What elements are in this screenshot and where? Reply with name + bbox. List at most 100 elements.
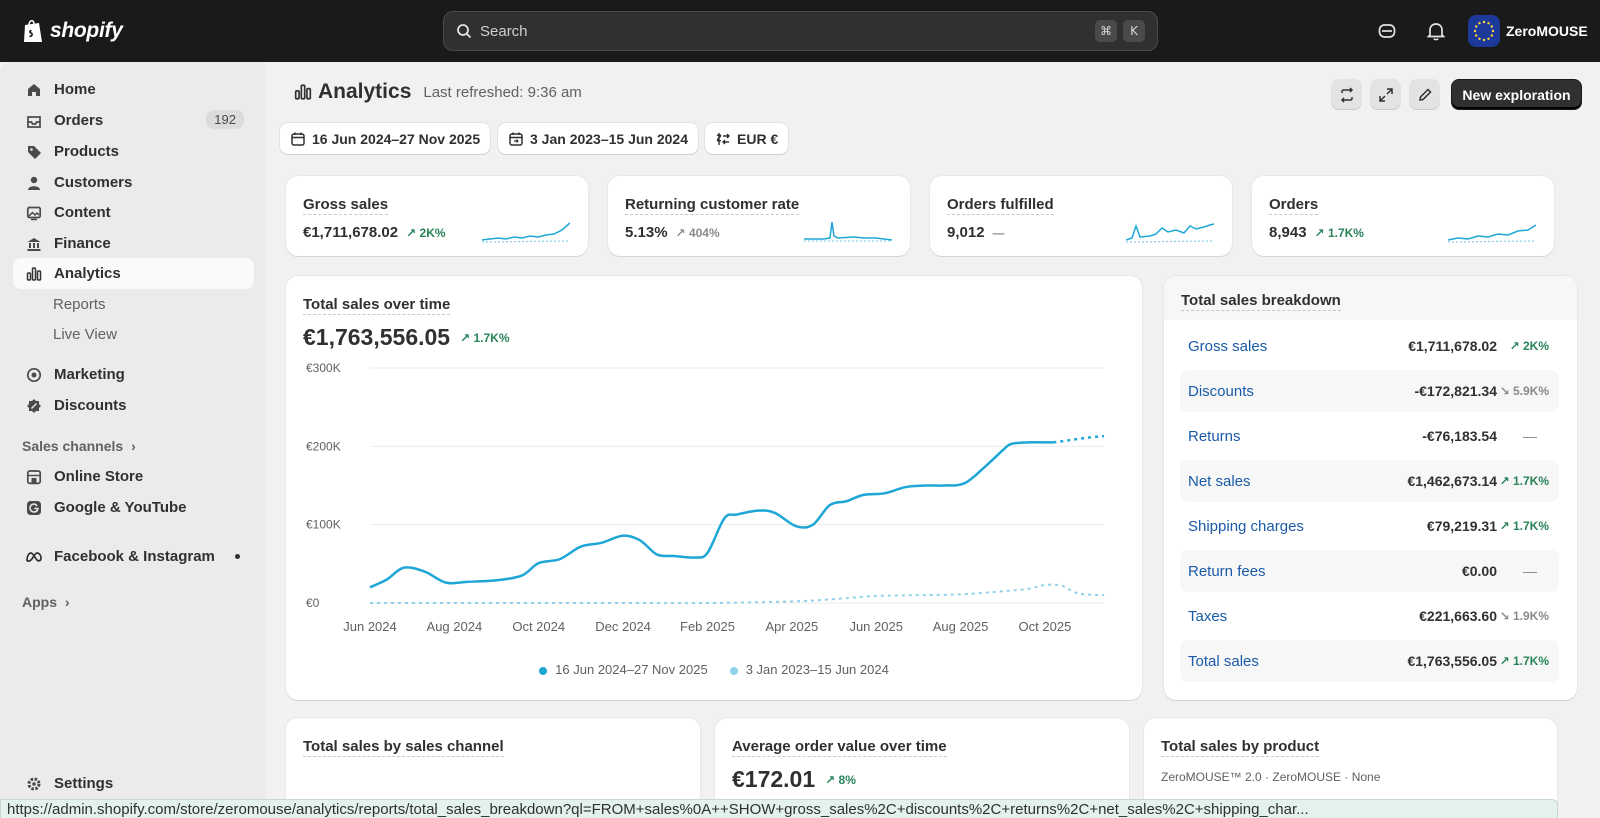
legend-item-current[interactable]: 16 Jun 2024–27 Nov 2025 bbox=[539, 662, 708, 677]
store-switcher[interactable]: ZeroMOUSE bbox=[1468, 15, 1588, 47]
breakdown-label[interactable]: Discounts bbox=[1188, 382, 1254, 400]
card-title[interactable]: Total sales by product bbox=[1161, 738, 1320, 757]
breakdown-row[interactable]: Returns -€76,183.54 — bbox=[1180, 415, 1559, 457]
card-title[interactable]: Average order value over time bbox=[732, 738, 947, 757]
bar-chart-icon bbox=[25, 265, 43, 283]
sidebar-item-discounts[interactable]: Discounts bbox=[13, 390, 254, 421]
top-bar: shopify ⌘ K ZeroMOUSE bbox=[0, 0, 1600, 62]
aov-delta: ↗ 8% bbox=[825, 773, 856, 787]
x-tick-label: Aug 2025 bbox=[933, 619, 989, 634]
breakdown-label[interactable]: Return fees bbox=[1188, 562, 1266, 580]
search-input[interactable] bbox=[480, 22, 1089, 40]
compare-range-picker[interactable]: 3 Jan 2023–15 Jun 2024 bbox=[498, 123, 699, 154]
sidebar-item-orders[interactable]: Orders 192 bbox=[13, 105, 254, 136]
metric-title: Gross sales bbox=[303, 196, 389, 215]
chart-title[interactable]: Total sales over time bbox=[303, 296, 451, 315]
breakdown-label[interactable]: Shipping charges bbox=[1188, 517, 1304, 535]
date-range-picker[interactable]: 16 Jun 2024–27 Nov 2025 bbox=[280, 123, 491, 154]
bank-icon bbox=[25, 235, 43, 253]
breakdown-delta: ↘ 5.9K% bbox=[1499, 384, 1549, 398]
sidebar-item-settings[interactable]: Settings bbox=[13, 768, 254, 799]
metric-card-orders-fulfilled[interactable]: Orders fulfilled 9,012 — bbox=[930, 176, 1232, 256]
sales-channels-header[interactable]: Sales channels › bbox=[22, 438, 136, 454]
shopify-logo[interactable]: shopify bbox=[22, 17, 123, 45]
sidebar-item-online-store[interactable]: Online Store bbox=[13, 461, 254, 492]
x-tick-label: Oct 2025 bbox=[1019, 619, 1072, 634]
search-bar[interactable]: ⌘ K bbox=[443, 11, 1158, 51]
bell-icon[interactable] bbox=[1424, 19, 1448, 43]
sidebar-subitem-reports[interactable]: Reports bbox=[53, 296, 106, 313]
sidekick-icon[interactable] bbox=[1375, 19, 1399, 43]
metric-delta: ↗ 2K% bbox=[406, 226, 445, 240]
legend-item-previous[interactable]: 3 Jan 2023–15 Jun 2024 bbox=[729, 662, 889, 677]
metric-card-returning-customer-rate[interactable]: Returning customer rate 5.13% ↗ 404% bbox=[608, 176, 910, 256]
sidebar-item-customers[interactable]: Customers bbox=[13, 167, 254, 198]
metric-value: €1,711,678.02 bbox=[303, 224, 399, 241]
breakdown-row[interactable]: Net sales €1,462,673.14 ↗ 1.7K% bbox=[1180, 460, 1559, 502]
breakdown-row[interactable]: Gross sales €1,711,678.02 ↗ 2K% bbox=[1180, 325, 1559, 367]
metric-sparkline bbox=[1448, 224, 1536, 243]
edit-button[interactable] bbox=[1409, 79, 1440, 110]
breakdown-value: €221,663.60 bbox=[1419, 608, 1497, 624]
card-title[interactable]: Total sales by sales channel bbox=[303, 738, 504, 757]
eu-flag-avatar bbox=[1468, 15, 1500, 47]
arrow-up-icon: ↗ bbox=[675, 225, 686, 240]
sidebar-subitem-live-view[interactable]: Live View bbox=[53, 326, 117, 343]
sidebar-item-home[interactable]: Home bbox=[13, 74, 254, 105]
breakdown-label[interactable]: Total sales bbox=[1188, 652, 1259, 670]
fullscreen-button[interactable] bbox=[1370, 79, 1401, 110]
x-tick-label: Dec 2024 bbox=[595, 619, 651, 634]
person-icon bbox=[25, 174, 43, 192]
sidebar-item-products[interactable]: Products bbox=[13, 136, 254, 167]
metric-delta: ↗ 1.7K% bbox=[1315, 226, 1364, 240]
sidebar-item-facebook-instagram[interactable]: Facebook & Instagram bbox=[13, 541, 254, 572]
metric-value: 5.13% bbox=[625, 224, 668, 241]
google-icon bbox=[25, 499, 43, 517]
total-sales-chart-card: Total sales over time €1,763,556.05 ↗ 1.… bbox=[286, 276, 1142, 700]
sidebar-item-marketing[interactable]: Marketing bbox=[13, 359, 254, 390]
metric-card-gross-sales[interactable]: Gross sales €1,711,678.02 ↗ 2K% bbox=[286, 176, 588, 256]
refresh-button[interactable] bbox=[1331, 79, 1362, 110]
new-exploration-button[interactable]: New exploration bbox=[1451, 79, 1582, 110]
chart-delta-value: 1.7K% bbox=[473, 330, 510, 345]
shortcut-k-key: K bbox=[1123, 20, 1145, 42]
shortcut-cmd-key: ⌘ bbox=[1095, 20, 1117, 42]
breakdown-row[interactable]: Shipping charges €79,219.31 ↗ 1.7K% bbox=[1180, 505, 1559, 547]
sidebar-item-label: Content bbox=[54, 204, 111, 221]
shopify-bag-icon bbox=[24, 19, 42, 42]
breakdown-value: €1,711,678.02 bbox=[1408, 338, 1497, 354]
breakdown-value: €79,219.31 bbox=[1426, 518, 1497, 534]
breakdown-value: -€76,183.54 bbox=[1422, 428, 1497, 444]
breakdown-label[interactable]: Gross sales bbox=[1188, 337, 1268, 355]
currency-picker[interactable]: EUR € bbox=[705, 123, 789, 154]
total-sales-line-chart[interactable]: €0 €100K €200K €300K Jun 2024 Aug 2024 Oct 202… bbox=[286, 358, 1142, 658]
breakdown-label[interactable]: Taxes bbox=[1188, 607, 1228, 625]
target-icon bbox=[25, 366, 43, 384]
total-sales-breakdown-card: Total sales breakdown Gross sales €1,711,… bbox=[1164, 276, 1577, 700]
breakdown-delta: — bbox=[1523, 428, 1537, 444]
apps-header[interactable]: Apps › bbox=[22, 594, 70, 610]
breakdown-title[interactable]: Total sales breakdown bbox=[1181, 292, 1341, 311]
sidebar-item-label: Facebook & Instagram bbox=[54, 548, 215, 565]
sidebar-item-label: Settings bbox=[54, 775, 114, 792]
series-line-previous-period bbox=[370, 583, 1105, 605]
breakdown-row[interactable]: Discounts -€172,821.34 ↘ 5.9K% bbox=[1180, 370, 1559, 412]
metric-delta: — bbox=[992, 225, 1005, 240]
metric-title: Orders fulfilled bbox=[947, 196, 1054, 215]
breakdown-row[interactable]: Return fees €0.00 — bbox=[1180, 550, 1559, 592]
x-tick-label: Jun 2024 bbox=[343, 619, 397, 634]
metric-card-orders[interactable]: Orders 8,943 ↗ 1.7K% bbox=[1252, 176, 1554, 256]
sidebar-item-finance[interactable]: Finance bbox=[13, 228, 254, 259]
breakdown-delta: ↘ 1.9K% bbox=[1499, 609, 1549, 623]
page-title: Analytics bbox=[318, 80, 412, 103]
metric-value-row: 5.13% ↗ 404% bbox=[625, 224, 720, 241]
breakdown-row[interactable]: Total sales €1,763,556.05 ↗ 1.7K% bbox=[1180, 640, 1559, 682]
breakdown-row[interactable]: Taxes €221,663.60 ↘ 1.9K% bbox=[1180, 595, 1559, 637]
sidebar-item-content[interactable]: Content bbox=[13, 197, 254, 228]
currency-exchange-icon bbox=[716, 132, 730, 145]
sidebar-item-analytics[interactable]: Analytics bbox=[13, 258, 254, 289]
breakdown-label[interactable]: Net sales bbox=[1188, 472, 1251, 490]
breakdown-label[interactable]: Returns bbox=[1188, 427, 1241, 445]
breakdown-delta: ↗ 1.7K% bbox=[1499, 654, 1549, 668]
sidebar-item-google-youtube[interactable]: Google & YouTube bbox=[13, 492, 254, 523]
